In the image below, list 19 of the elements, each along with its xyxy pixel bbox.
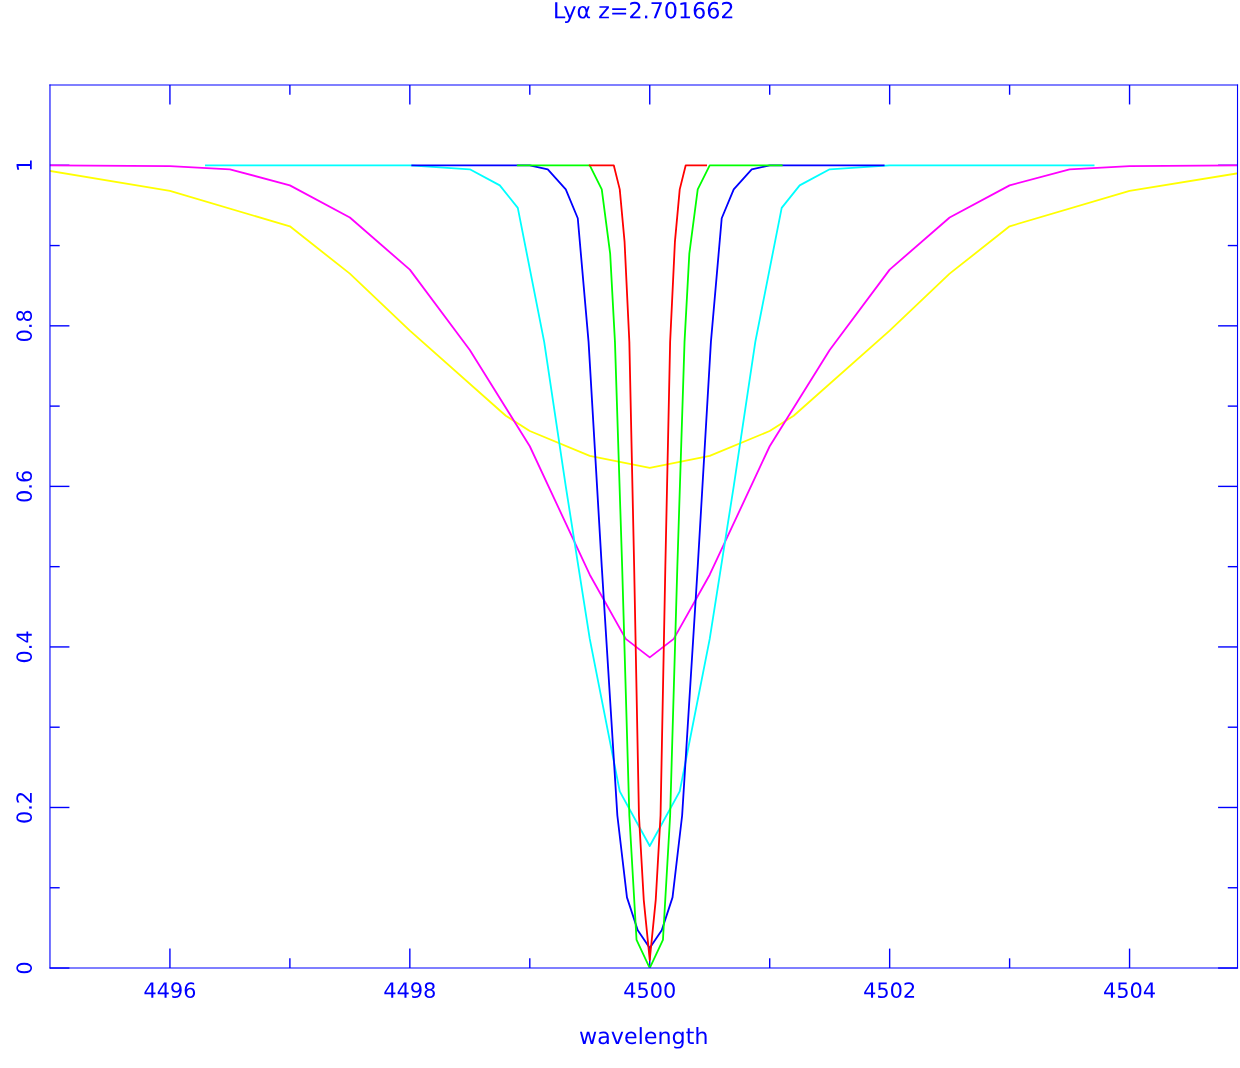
chart-title: Lyα z=2.701662 — [555, 1, 733, 23]
line-series — [205, 164, 1095, 847]
y-tick-label: 0.4 — [16, 631, 33, 663]
x-axis-title: wavelength — [579, 1027, 707, 1049]
y-tick-label: 0 — [16, 962, 33, 974]
x-tick-label: 4498 — [384, 982, 435, 999]
x-tick-label: 4504 — [1104, 982, 1155, 999]
x-tick-label: 4496 — [144, 982, 196, 999]
y-tick-label: 0.8 — [16, 310, 33, 342]
line-series — [49, 170, 1238, 469]
line-series — [588, 164, 708, 961]
y-tick-label: 1 — [16, 160, 32, 170]
y-tick-label: 0.2 — [16, 793, 33, 823]
line-series — [516, 164, 783, 969]
y-tick-label: 0.6 — [16, 471, 33, 502]
line-series — [411, 164, 885, 949]
line-series — [49, 164, 1238, 659]
x-tick-label: 4502 — [864, 982, 915, 999]
x-tick-label: 4500 — [624, 982, 675, 999]
